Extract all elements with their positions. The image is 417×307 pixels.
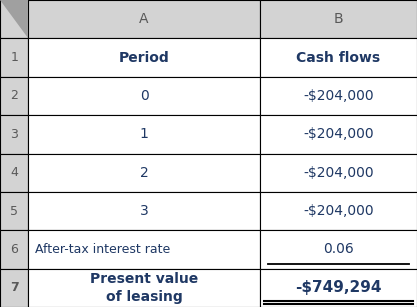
Text: B: B [334,12,343,26]
Bar [0,38,28,77]
Bar [28,154,260,192]
Text: 7: 7 [10,281,18,294]
Bar [0,230,28,269]
Text: Cash flows: Cash flows [296,51,380,64]
Bar [260,0,417,38]
Bar [260,192,417,230]
Bar [0,192,28,230]
Text: 2: 2 [140,166,148,180]
Bar [0,269,28,307]
Text: -$204,000: -$204,000 [303,166,374,180]
Bar [0,0,28,38]
Text: After-tax interest rate: After-tax interest rate [35,243,170,256]
Text: Period: Period [119,51,169,64]
Text: 0.06: 0.06 [323,243,354,256]
Text: 0: 0 [140,89,148,103]
Bar [260,38,417,77]
Bar [0,154,28,192]
Text: -$204,000: -$204,000 [303,127,374,141]
Bar [260,230,417,269]
Bar [28,269,260,307]
Text: 6: 6 [10,243,18,256]
Bar [28,115,260,154]
Text: 3: 3 [140,204,148,218]
Text: 2: 2 [10,89,18,103]
Bar [0,115,28,154]
Bar [28,77,260,115]
Bar [260,77,417,115]
Polygon shape [0,0,28,38]
Bar [0,77,28,115]
Text: -$204,000: -$204,000 [303,89,374,103]
Bar [28,0,260,38]
Bar [28,38,260,77]
Bar [28,230,260,269]
Bar [28,192,260,230]
Bar [260,154,417,192]
Bar [260,269,417,307]
Text: 3: 3 [10,128,18,141]
Text: 1: 1 [140,127,148,141]
Text: A: A [139,12,149,26]
Text: 5: 5 [10,204,18,218]
Text: 4: 4 [10,166,18,179]
Bar [260,115,417,154]
Text: -$749,294: -$749,294 [295,280,382,295]
Text: -$204,000: -$204,000 [303,204,374,218]
Text: 1: 1 [10,51,18,64]
Text: Present value
of leasing: Present value of leasing [90,272,198,304]
